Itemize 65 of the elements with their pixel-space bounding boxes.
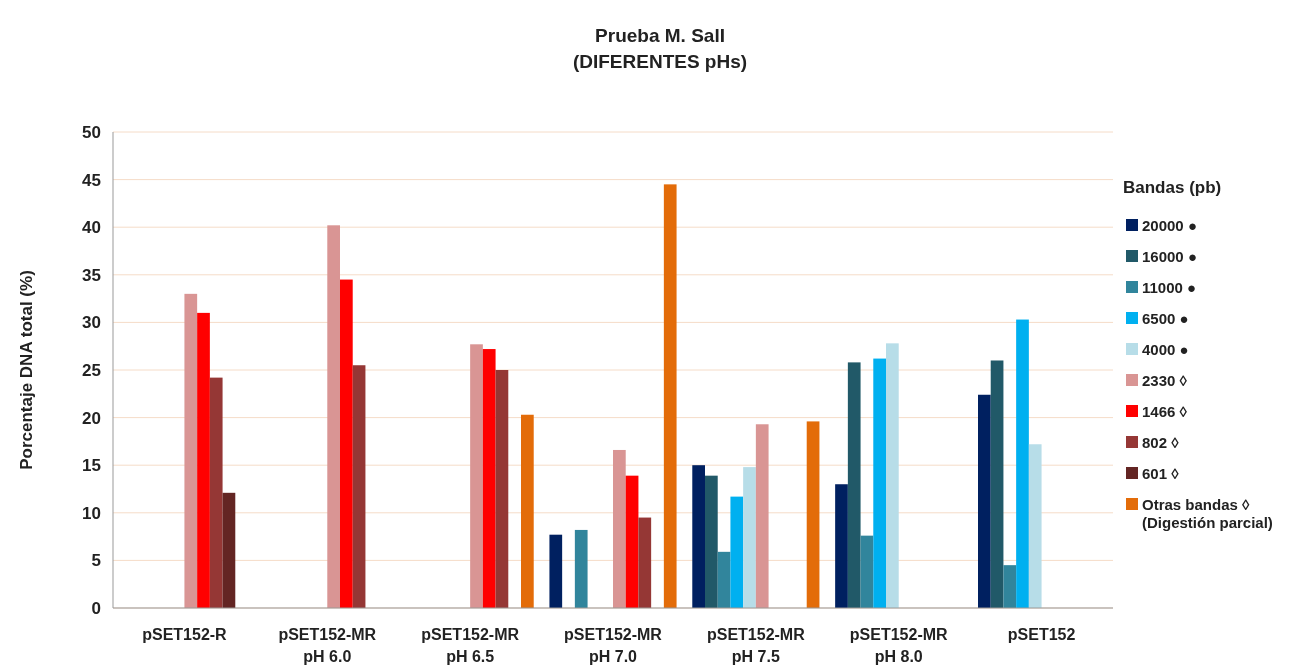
- legend-label: 802 ◊: [1142, 434, 1180, 451]
- legend-label: 16000 ●: [1142, 248, 1197, 265]
- x-tick-label: pSET152-MR pH 6.5: [421, 626, 520, 665]
- bar: [470, 344, 483, 608]
- bar: [327, 225, 340, 608]
- bar: [209, 377, 223, 608]
- bar: [1003, 565, 1017, 608]
- y-tick-label: 0: [91, 598, 101, 618]
- y-tick-label: 30: [82, 313, 101, 333]
- legend-label: 1466 ◊: [1142, 403, 1188, 420]
- x-tick-label: pSET152-MR pH 8.0: [849, 626, 949, 665]
- bar: [835, 484, 848, 608]
- y-axis-title: Porcentaje DNA total (%): [17, 270, 36, 470]
- x-tick-label: pSET152-MR pH 7.5: [706, 626, 806, 665]
- legend-label: 20000 ●: [1142, 217, 1197, 234]
- legend-label: 11000 ●: [1142, 279, 1197, 296]
- bar: [482, 349, 496, 608]
- bar: [625, 475, 639, 608]
- legend-label: Otras bandas ◊ (Digestión parcial): [1142, 496, 1273, 531]
- y-tick-label: 45: [82, 170, 101, 190]
- bar: [978, 394, 991, 608]
- chart-title: Prueba M. SalI (DIFERENTES pHs): [572, 25, 748, 72]
- y-tick-label: 50: [82, 122, 101, 142]
- x-tick-label: pSET152-MR pH 7.0: [564, 626, 663, 665]
- bar: [549, 534, 563, 608]
- bar: [184, 293, 198, 608]
- bar: [613, 449, 626, 608]
- y-tick-label: 25: [82, 360, 101, 380]
- legend-label: 4000 ●: [1142, 341, 1189, 358]
- legend-label: 2330 ◊: [1142, 372, 1188, 389]
- bar: [1028, 444, 1042, 608]
- bar: [521, 414, 534, 608]
- bar: [340, 279, 353, 608]
- y-tick-label: 5: [91, 551, 101, 571]
- bar: [705, 475, 718, 608]
- bar: [730, 496, 744, 608]
- y-tick-label: 15: [82, 456, 101, 476]
- bar: [574, 529, 588, 608]
- bar: [663, 184, 677, 608]
- bar: [755, 424, 769, 608]
- bar: [1016, 319, 1029, 608]
- bar: [222, 492, 236, 608]
- bar: [717, 551, 731, 608]
- bar: [873, 358, 886, 608]
- legend-title: Bandas (pb): [1123, 178, 1222, 197]
- x-tick-label: pSET152-MR pH 6.0: [278, 626, 377, 665]
- bar: [847, 362, 861, 608]
- bar: [860, 535, 874, 608]
- legend-label: 601 ◊: [1142, 465, 1180, 482]
- bar: [638, 517, 652, 608]
- legend-label: 6500 ●: [1142, 310, 1189, 327]
- bar: [806, 421, 820, 608]
- y-tick-label: 20: [82, 408, 101, 428]
- y-tick-label: 10: [82, 503, 101, 523]
- bar: [692, 465, 705, 608]
- bar: [197, 312, 210, 608]
- bar: [990, 360, 1004, 608]
- y-tick-label: 40: [82, 218, 101, 238]
- bar: [886, 343, 899, 608]
- x-tick-label: pSET152: [1007, 626, 1076, 643]
- x-tick-label: pSET152-R: [142, 626, 228, 643]
- bar: [352, 365, 366, 608]
- bar: [743, 467, 756, 608]
- bar: [495, 370, 509, 608]
- y-tick-label: 35: [82, 265, 101, 285]
